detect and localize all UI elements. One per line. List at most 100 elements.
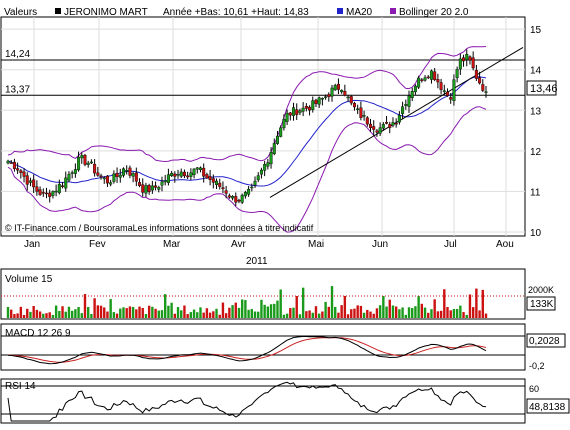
volume-bar [484,313,488,318]
candle-body [25,175,29,185]
volume-bar [372,313,375,318]
candle-body [179,171,183,177]
macd-lines [7,336,487,365]
volume-bar [247,309,250,318]
candle-body [54,190,58,193]
candle-body [83,154,87,165]
macd-panel: MACD 12 26 9 0,2028 -0,2 [0,323,566,371]
volume-bar [462,312,465,318]
volume-bar [237,307,241,318]
candle-body [57,184,61,193]
candle-body [109,182,113,185]
volume-bar [205,308,209,318]
volume-bar [48,312,51,318]
candle-body [369,123,373,128]
candle-body [147,185,151,192]
candle-body [9,162,13,164]
candle-body [272,143,276,155]
volume-bar [112,312,116,318]
volume-bar [90,314,93,318]
candle-body [455,69,459,79]
volume-bar [449,310,452,318]
volume-bar [106,311,109,318]
volume-bar [465,314,468,318]
volume-bar [160,310,164,318]
candle-body [138,182,142,186]
candle-body [186,175,190,178]
candle-body [446,91,450,96]
volume-bar [430,309,433,318]
price-grid [1,17,525,236]
volume-bar [147,305,151,318]
candle-body [86,162,90,165]
volume-bar [263,304,266,318]
candle-body [275,135,279,144]
candle-body [41,192,45,194]
volume-bar [119,308,122,318]
candle-body [327,94,331,98]
candle-body [154,185,158,188]
candle-body [266,162,270,167]
volume-bar [446,306,449,318]
candle-body [38,189,42,195]
volume-bar [273,303,276,318]
candle-body [413,85,417,93]
candle-body [12,161,16,169]
volume-bars [1,286,525,318]
volume-bar [260,299,263,318]
candle-body [391,122,395,126]
candle-body [115,173,119,177]
volume-bar [317,313,321,318]
candle-body [227,195,231,198]
candle-body [378,127,382,134]
candle-body [304,106,308,109]
candle-body [256,175,260,181]
volume-bar [308,310,311,318]
volume-bar [228,307,231,318]
candle-body [208,176,212,180]
volume-bar [382,295,385,318]
bollinger-legend-swatch [390,8,396,14]
volume-bar [439,310,443,318]
volume-bar [208,312,212,318]
candle-body [125,170,129,172]
volume-bar [32,305,35,318]
volume-bar [128,306,132,318]
price-tick-label: 10 [530,228,542,239]
candle-body [279,127,283,137]
price-tick-label: 11 [530,187,541,198]
volume-bar [388,299,391,318]
candle-body [173,173,177,177]
candle-body [121,168,125,176]
volume-tick-label: 2000K [528,285,554,295]
month-label: Jul [444,239,457,250]
volume-bar [279,289,282,318]
volume-bar [183,305,186,318]
price-panel-frame [0,16,526,237]
volume-bar [314,306,318,318]
candle-body [484,91,488,93]
candle-body [166,174,170,183]
candle-body [404,104,408,106]
candle-body [474,69,478,79]
candle-body [237,199,241,202]
volume-bar [196,312,199,318]
candle-body [308,106,312,111]
copyright-notice: © IT-Finance.com / BoursoramaLes informa… [5,223,314,233]
volume-bar [327,306,331,318]
volume-bar [269,304,273,318]
volume-bar [74,309,77,318]
price-tick-label: 13 [530,106,542,117]
volume-bar [253,311,257,318]
price-axis-ticks: 10 11 12 13 14 15 [530,25,542,239]
candle-body [192,168,196,175]
candlesticks [6,49,488,207]
price-tick-label: 15 [530,25,542,36]
candle-body [301,107,305,112]
volume-bar [99,305,103,318]
volume-bar [427,312,430,318]
candle-body [381,124,385,129]
volume-bar [398,309,401,318]
volume-bar [359,305,363,318]
volume-bar [135,309,138,318]
